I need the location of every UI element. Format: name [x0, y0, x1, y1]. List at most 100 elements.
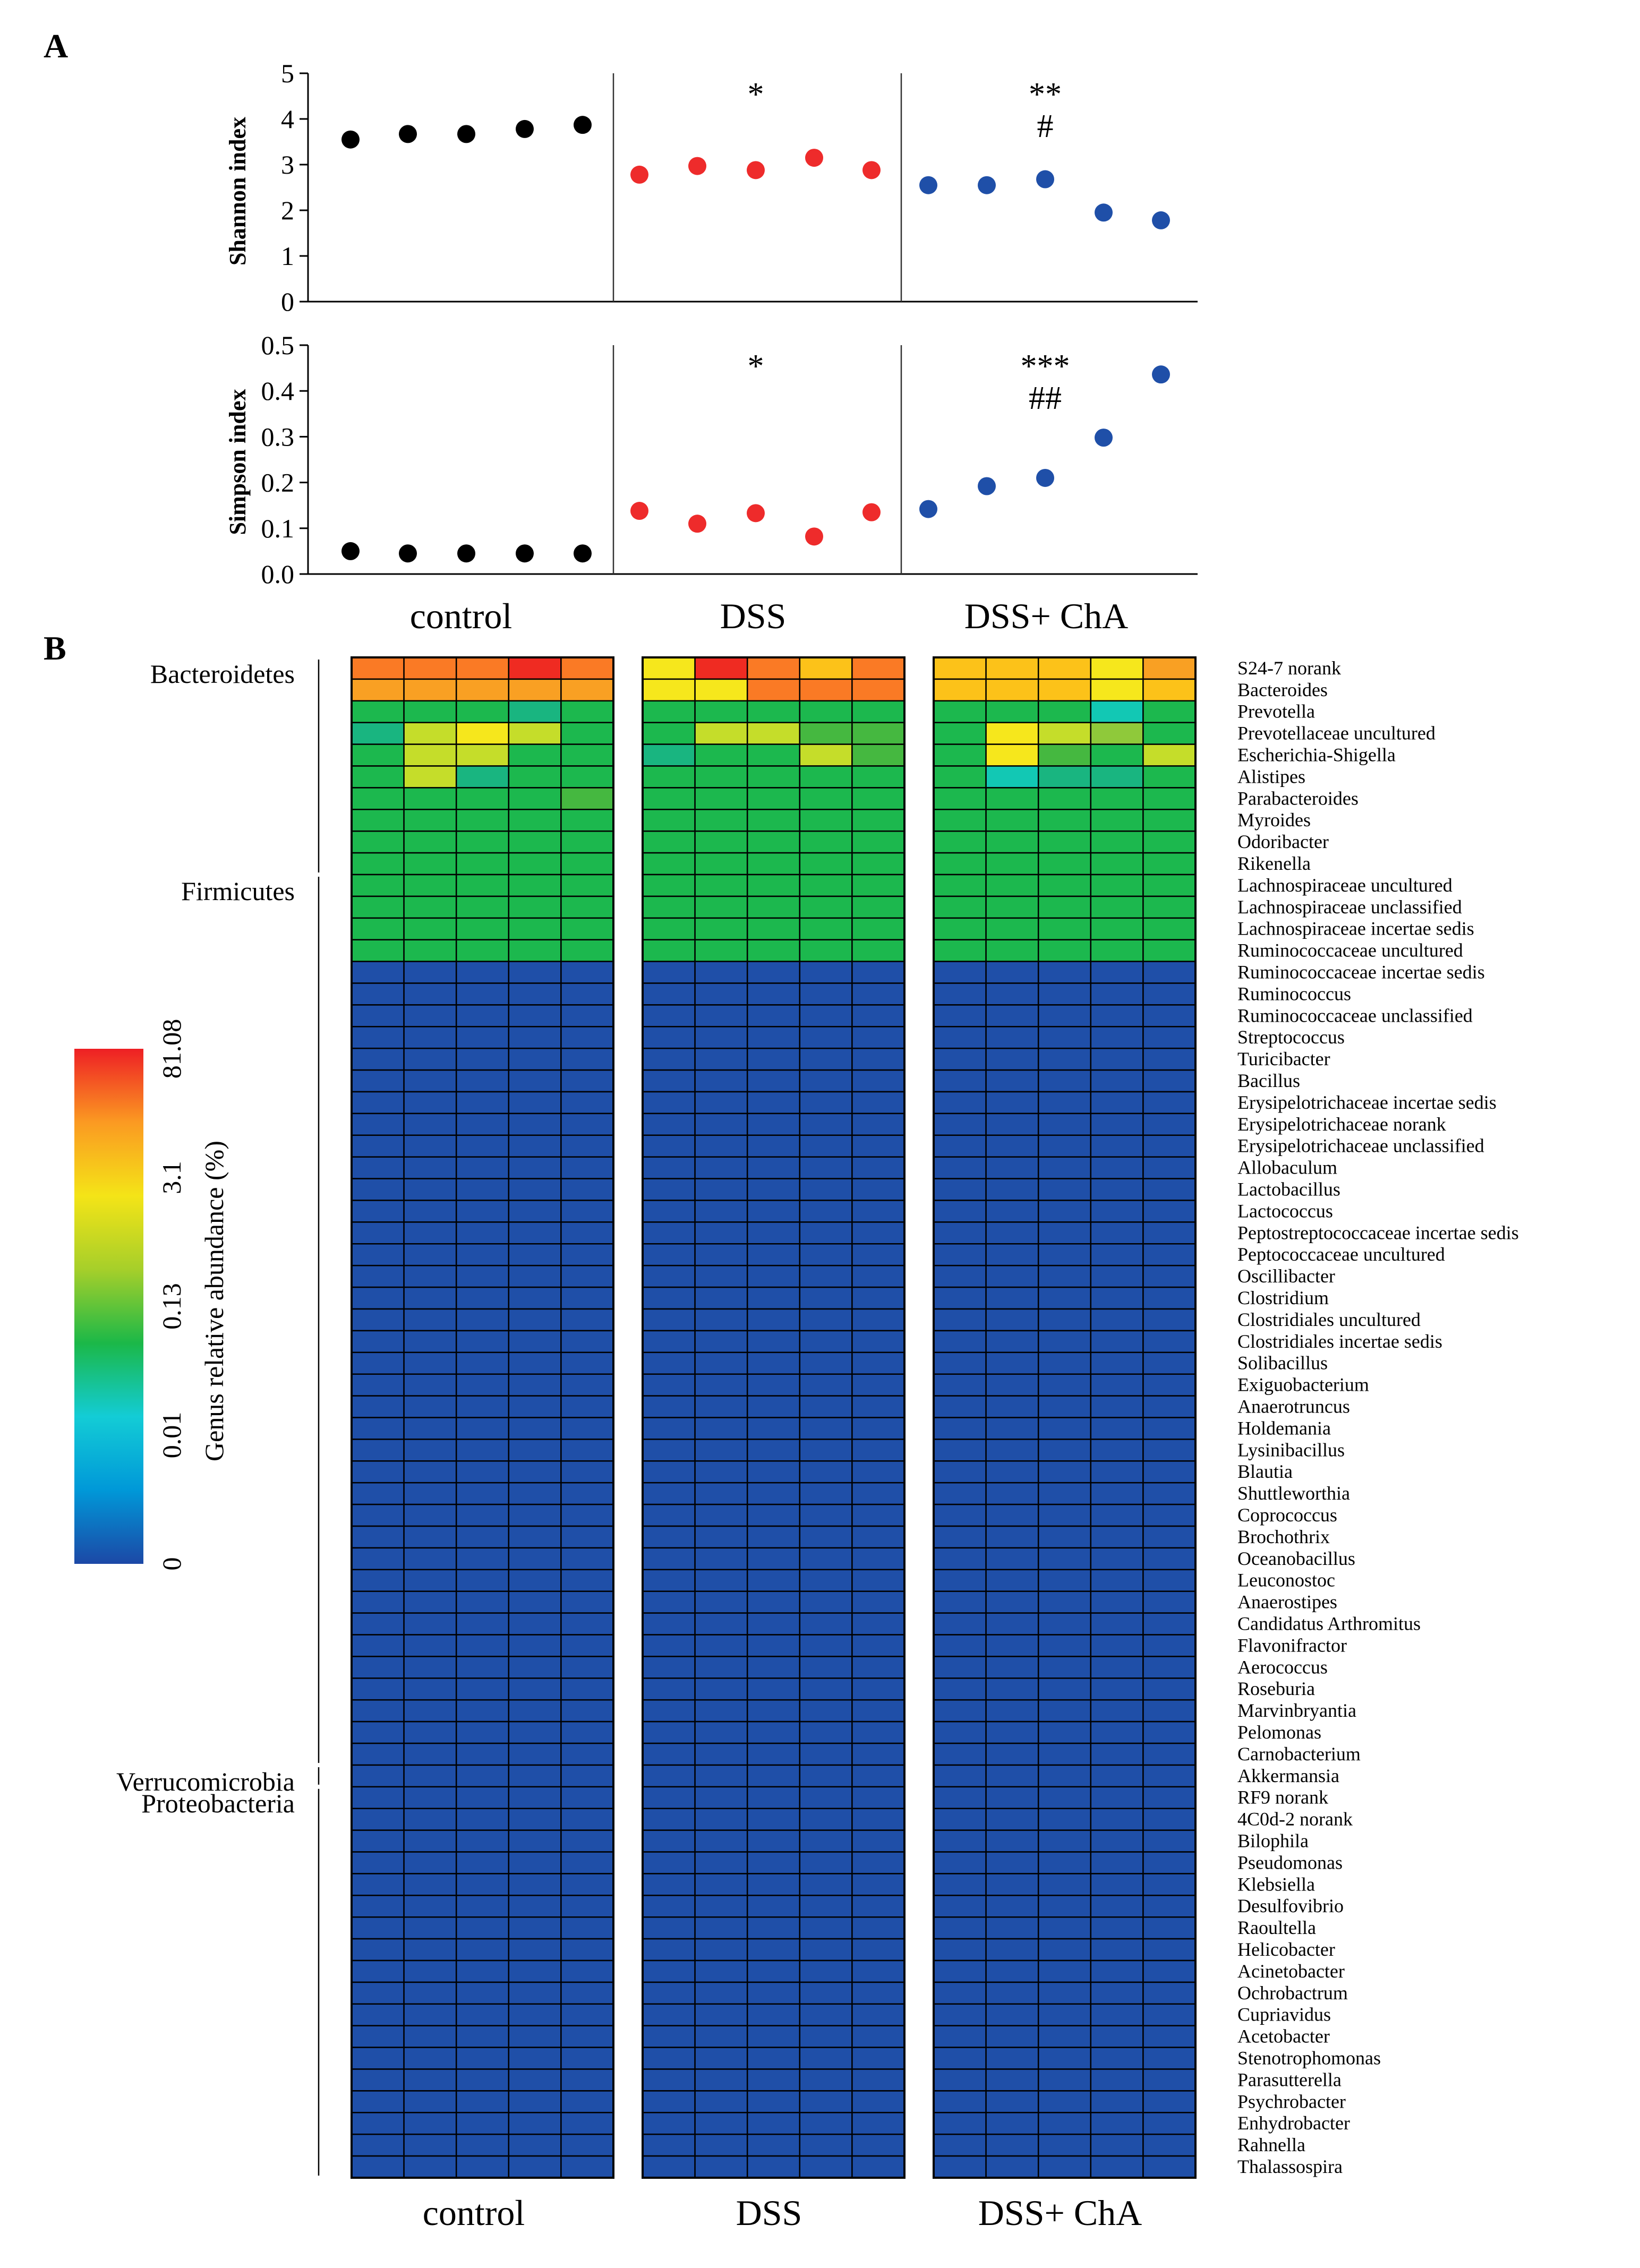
heatmap-cell — [642, 1308, 696, 1332]
heatmap-cell — [403, 1808, 457, 1831]
genus-label: Raoultella — [1237, 1917, 1316, 1938]
heatmap-cell — [933, 917, 987, 940]
heatmap-cell — [746, 1200, 801, 1223]
heatmap-cell — [1142, 1547, 1197, 1571]
heatmap-cell — [508, 2133, 562, 2157]
heatmap-cell — [508, 1721, 562, 1744]
heatmap-cell — [1037, 830, 1092, 854]
heatmap-cell — [1037, 1221, 1092, 1245]
heatmap-cell — [933, 1981, 987, 2005]
heatmap-cell — [746, 874, 801, 897]
genus-label: Brochothrix — [1237, 1526, 1330, 1547]
heatmap-cell — [985, 1786, 1039, 1809]
heatmap-cell — [1090, 1004, 1144, 1028]
heatmap-cell — [933, 2090, 987, 2113]
heatmap-cell — [455, 678, 510, 702]
heatmap-cell — [455, 1808, 510, 1831]
heatmap-cell — [455, 1351, 510, 1375]
shannon-ytick-label: 4 — [281, 104, 294, 134]
scatter-group-label-dss-cha: DSS+ ChA — [964, 596, 1129, 636]
heatmap-cell — [351, 830, 405, 854]
heatmap-cell — [351, 809, 405, 832]
heatmap-cell — [560, 982, 614, 1006]
heatmap-cell — [1142, 982, 1197, 1006]
heatmap-cell — [1037, 1569, 1092, 1592]
heatmap-cell — [560, 1112, 614, 1136]
genus-label: Carnobacterium — [1237, 1743, 1361, 1765]
heatmap-cell — [1142, 1938, 1197, 1962]
heatmap-cell — [508, 1351, 562, 1375]
genus-label: Lactococcus — [1237, 1200, 1333, 1221]
heatmap-cell — [933, 1286, 987, 1310]
heatmap-cell — [1142, 1829, 1197, 1853]
heatmap-cell — [642, 1026, 696, 1049]
heatmap-cell — [1037, 1829, 1092, 1853]
heatmap-cell — [1142, 2155, 1197, 2179]
heatmap-cell — [403, 1178, 457, 1201]
heatmap-cell — [642, 1547, 696, 1571]
colorbar: Genus relative abundance (%) 0 0.01 0.13 3.… — [74, 1019, 229, 1571]
heatmap-cell — [403, 874, 457, 897]
heatmap-cell — [933, 1612, 987, 1636]
heatmap-cell — [351, 1938, 405, 1962]
heatmap-cell — [694, 2133, 748, 2157]
heatmap-cell — [1090, 1264, 1144, 1288]
heatmap-cell — [508, 2068, 562, 2092]
heatmap-cell — [1037, 1742, 1092, 1766]
heatmap-cell — [1142, 743, 1197, 767]
heatmap-cell — [1142, 1200, 1197, 1223]
heatmap-cell — [1037, 2068, 1092, 2092]
heatmap-cell — [403, 678, 457, 702]
heatmap-cell — [351, 2025, 405, 2048]
heatmap-cell — [560, 656, 614, 680]
heatmap-cell — [694, 1851, 748, 1875]
heatmap-cell — [642, 1178, 696, 1201]
heatmap-cell — [403, 1460, 457, 1484]
scatter-group-label-dss: DSS — [720, 596, 787, 636]
heatmap-cell — [642, 700, 696, 723]
heatmap-cell — [560, 1330, 614, 1354]
heatmap-cell — [1090, 917, 1144, 940]
heatmap-cell — [403, 961, 457, 984]
heatmap-cell — [560, 1764, 614, 1788]
heatmap-cell — [1090, 1721, 1144, 1744]
heatmap-cell — [851, 2155, 906, 2179]
heatmap-cell — [799, 1221, 853, 1245]
heatmap-cell — [851, 1091, 906, 1115]
heatmap-cell — [642, 2003, 696, 2026]
heatmap-cell — [403, 1851, 457, 1875]
heatmap-cell — [933, 961, 987, 984]
heatmap-cell — [985, 1395, 1039, 1418]
heatmap-cell — [403, 1026, 457, 1049]
heatmap-cell — [403, 656, 457, 680]
heatmap-cell — [1090, 1134, 1144, 1158]
heatmap-cell — [799, 1829, 853, 1853]
heatmap-cell — [851, 1460, 906, 1484]
heatmap-cell — [851, 1678, 906, 1701]
heatmap-cell — [403, 895, 457, 919]
heatmap-cell — [403, 1503, 457, 1527]
heatmap-cell — [746, 1959, 801, 1983]
heatmap-cell — [694, 1004, 748, 1028]
heatmap-cell — [642, 1590, 696, 1614]
heatmap-cell — [746, 1873, 801, 1896]
heatmap-cell — [851, 917, 906, 940]
heatmap-cell — [1142, 1047, 1197, 1071]
heatmap-cell — [560, 830, 614, 854]
genus-label: Peptococcaceae uncultured — [1237, 1244, 1445, 1265]
heatmap-cell — [508, 1612, 562, 1636]
heatmap-cell — [455, 961, 510, 984]
heatmap-cell — [455, 2090, 510, 2113]
heatmap-cell — [560, 678, 614, 702]
heatmap-cell — [455, 917, 510, 940]
heatmap-cell — [351, 1156, 405, 1179]
heatmap-cell — [508, 1547, 562, 1571]
heatmap-cell — [985, 765, 1039, 789]
heatmap-cell — [642, 1634, 696, 1657]
heatmap-cell — [985, 1047, 1039, 1071]
heatmap-cell — [403, 1112, 457, 1136]
heatmap-cell — [851, 2003, 906, 2026]
heatmap-cell — [455, 874, 510, 897]
heatmap-cell — [933, 1439, 987, 1462]
heatmap-cell — [746, 1786, 801, 1809]
